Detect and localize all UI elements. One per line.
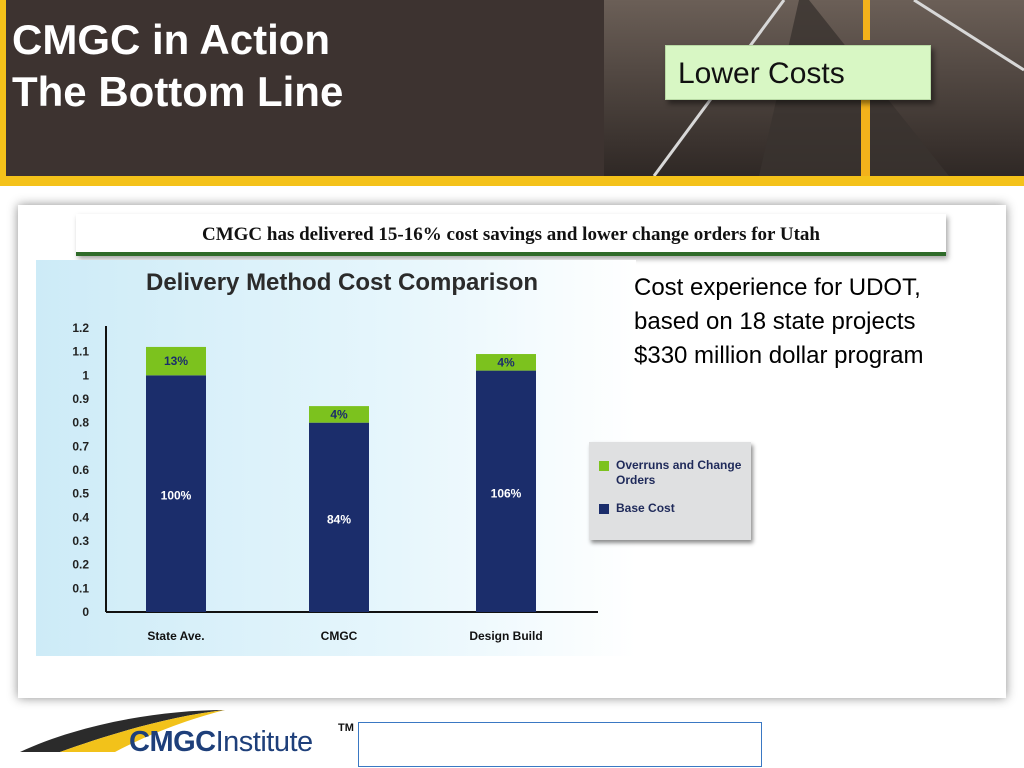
bar-label-base-cost: 84% bbox=[327, 512, 351, 526]
logo-text-cmgc: CMGC bbox=[129, 726, 216, 758]
cost-comparison-chart: Delivery Method Cost Comparison 0 0.1 0.2 0… bbox=[72, 269, 598, 643]
y-tick-label: 0.2 bbox=[72, 558, 89, 572]
trademark-mark: TM bbox=[338, 722, 354, 734]
logo-text-institute: Institute bbox=[215, 726, 314, 758]
y-tick-label: 0.7 bbox=[72, 439, 89, 453]
bar-label-overruns: 4% bbox=[497, 355, 515, 369]
bar-base-cost bbox=[146, 375, 206, 612]
description-line-2: based on 18 state projects bbox=[634, 308, 916, 335]
chart-title: Delivery Method Cost Comparison bbox=[146, 269, 538, 296]
y-tick-label: 0.4 bbox=[72, 510, 89, 524]
legend-item-overruns: Overruns and Change Orders bbox=[599, 458, 746, 488]
chart-legend: Overruns and Change Orders Base Cost bbox=[589, 442, 751, 540]
bar-base-cost bbox=[476, 370, 536, 612]
y-tick-label: 0 bbox=[82, 605, 89, 619]
y-tick-label: 1.1 bbox=[72, 345, 89, 359]
description-line-3: $330 million dollar program bbox=[634, 342, 924, 369]
lower-costs-callout: Lower Costs bbox=[665, 45, 931, 100]
slide-title-line1: CMGC in Action bbox=[12, 16, 331, 63]
x-category-label: Design Build bbox=[469, 629, 542, 643]
bar-overruns bbox=[309, 406, 369, 423]
legend-label-overruns: Overruns and Change Orders bbox=[616, 458, 742, 487]
cmgc-logo-text: CMGCInstitute bbox=[129, 726, 313, 759]
cost-description: Cost experience for UDOT, based on 18 st… bbox=[634, 271, 923, 373]
bar-label-base-cost: 100% bbox=[161, 489, 192, 503]
header-left-stripe bbox=[0, 0, 6, 186]
legend-item-base-cost: Base Cost bbox=[599, 501, 746, 516]
bar-overruns bbox=[146, 346, 206, 376]
footer-box bbox=[358, 722, 762, 767]
y-tick-label: 0.1 bbox=[72, 581, 89, 595]
header-banner: CMGC in Action The Bottom Line Lower Cos… bbox=[0, 0, 1024, 186]
bar-label-overruns: 13% bbox=[164, 354, 188, 368]
slide-title: CMGC in Action The Bottom Line bbox=[12, 14, 343, 118]
bar-base-cost bbox=[309, 422, 369, 612]
bar-label-overruns: 4% bbox=[330, 407, 348, 421]
description-line-1: Cost experience for UDOT, bbox=[634, 274, 921, 301]
legend-swatch-overruns bbox=[599, 461, 609, 471]
y-tick-label: 1 bbox=[82, 368, 89, 382]
y-tick-label: 0.5 bbox=[72, 487, 89, 501]
x-category-label: CMGC bbox=[321, 629, 358, 643]
bar-label-base-cost: 106% bbox=[491, 486, 522, 500]
x-category-label: State Ave. bbox=[147, 629, 204, 643]
y-tick-label: 0.9 bbox=[72, 392, 89, 406]
header-bottom-stripe bbox=[0, 176, 1024, 186]
slide-title-line2: The Bottom Line bbox=[12, 68, 344, 115]
y-tick-label: 1.2 bbox=[72, 321, 89, 335]
y-tick-label: 0.8 bbox=[72, 416, 89, 430]
y-tick-label: 0.6 bbox=[72, 463, 89, 477]
legend-label-base-cost: Base Cost bbox=[616, 501, 675, 515]
legend-swatch-base-cost bbox=[599, 504, 609, 514]
summary-banner: CMGC has delivered 15-16% cost savings a… bbox=[76, 214, 946, 256]
cmgc-logo-swoosh bbox=[20, 710, 225, 752]
bar-overruns bbox=[476, 354, 536, 371]
y-tick-label: 0.3 bbox=[72, 534, 89, 548]
